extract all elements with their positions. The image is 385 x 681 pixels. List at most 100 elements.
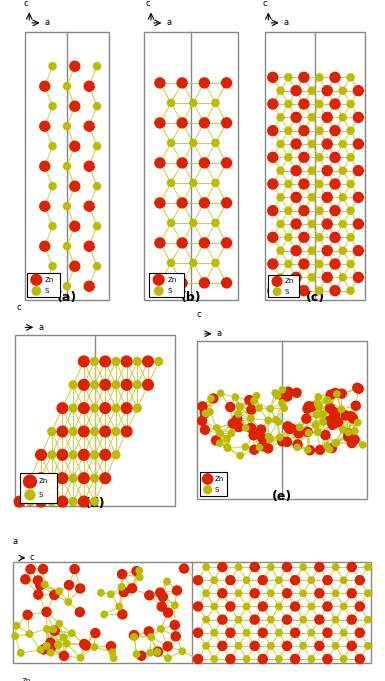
Circle shape: [167, 99, 174, 106]
Circle shape: [355, 654, 364, 663]
Circle shape: [136, 567, 142, 574]
Circle shape: [84, 241, 94, 251]
Circle shape: [275, 392, 281, 399]
Circle shape: [218, 563, 227, 571]
Circle shape: [203, 616, 209, 623]
Circle shape: [334, 391, 340, 397]
Circle shape: [266, 433, 272, 440]
Circle shape: [308, 87, 315, 94]
Text: c: c: [262, 0, 267, 7]
Circle shape: [49, 142, 56, 150]
Circle shape: [48, 474, 55, 482]
Circle shape: [109, 649, 116, 656]
Circle shape: [285, 180, 292, 187]
Circle shape: [79, 496, 89, 507]
Text: S: S: [167, 288, 172, 294]
Circle shape: [226, 628, 235, 637]
Circle shape: [69, 498, 77, 505]
Circle shape: [347, 260, 354, 268]
Circle shape: [137, 651, 146, 661]
Circle shape: [353, 165, 363, 176]
Circle shape: [277, 114, 284, 121]
Circle shape: [347, 287, 354, 294]
Circle shape: [291, 165, 301, 176]
Circle shape: [94, 263, 100, 270]
Circle shape: [308, 167, 315, 174]
Circle shape: [316, 154, 323, 161]
Circle shape: [258, 442, 267, 451]
Circle shape: [46, 638, 55, 647]
Circle shape: [37, 647, 44, 653]
Circle shape: [268, 126, 278, 136]
Circle shape: [348, 414, 358, 423]
Circle shape: [163, 642, 172, 651]
Circle shape: [278, 437, 287, 446]
Circle shape: [69, 630, 75, 637]
Circle shape: [339, 114, 346, 121]
Circle shape: [203, 410, 209, 417]
Circle shape: [31, 274, 42, 285]
Circle shape: [277, 221, 284, 227]
Circle shape: [226, 402, 235, 411]
Circle shape: [221, 78, 231, 88]
Circle shape: [353, 246, 363, 255]
Circle shape: [291, 628, 300, 637]
Text: a: a: [216, 330, 221, 338]
Circle shape: [194, 628, 203, 637]
Circle shape: [299, 285, 309, 296]
Circle shape: [199, 278, 209, 288]
Circle shape: [347, 642, 356, 650]
Circle shape: [131, 634, 137, 640]
Circle shape: [250, 589, 259, 598]
Circle shape: [167, 140, 174, 146]
Circle shape: [315, 642, 324, 650]
Circle shape: [90, 358, 99, 365]
Circle shape: [300, 616, 306, 623]
Circle shape: [276, 629, 282, 636]
Text: (c): (c): [305, 291, 325, 304]
Circle shape: [64, 242, 70, 250]
Circle shape: [167, 259, 174, 266]
Circle shape: [70, 101, 80, 111]
Circle shape: [281, 405, 287, 411]
Circle shape: [291, 272, 301, 283]
Circle shape: [293, 426, 303, 434]
Circle shape: [258, 575, 267, 585]
Circle shape: [26, 631, 33, 637]
Circle shape: [268, 616, 274, 623]
Circle shape: [203, 564, 209, 570]
Circle shape: [70, 565, 79, 573]
Circle shape: [133, 651, 140, 657]
Circle shape: [129, 631, 139, 639]
Circle shape: [190, 140, 197, 146]
Circle shape: [308, 114, 315, 121]
Circle shape: [294, 429, 303, 438]
Circle shape: [316, 260, 323, 268]
Circle shape: [79, 402, 89, 413]
Circle shape: [214, 425, 220, 431]
Circle shape: [285, 154, 292, 161]
Text: Zn: Zn: [22, 678, 31, 681]
Circle shape: [291, 192, 301, 202]
Circle shape: [253, 392, 260, 399]
Circle shape: [323, 602, 332, 611]
Circle shape: [79, 379, 89, 390]
Circle shape: [112, 428, 120, 435]
Circle shape: [316, 127, 323, 134]
Circle shape: [40, 81, 50, 91]
Circle shape: [211, 603, 218, 609]
Circle shape: [315, 429, 321, 435]
Circle shape: [299, 179, 309, 189]
Circle shape: [347, 180, 354, 187]
Circle shape: [148, 634, 154, 640]
Circle shape: [212, 140, 219, 146]
Circle shape: [315, 394, 321, 400]
Circle shape: [101, 611, 107, 618]
Circle shape: [49, 223, 56, 229]
Circle shape: [268, 206, 278, 216]
Circle shape: [49, 183, 56, 190]
Circle shape: [64, 203, 70, 210]
Circle shape: [237, 452, 243, 459]
Circle shape: [211, 577, 218, 584]
Circle shape: [256, 445, 263, 451]
